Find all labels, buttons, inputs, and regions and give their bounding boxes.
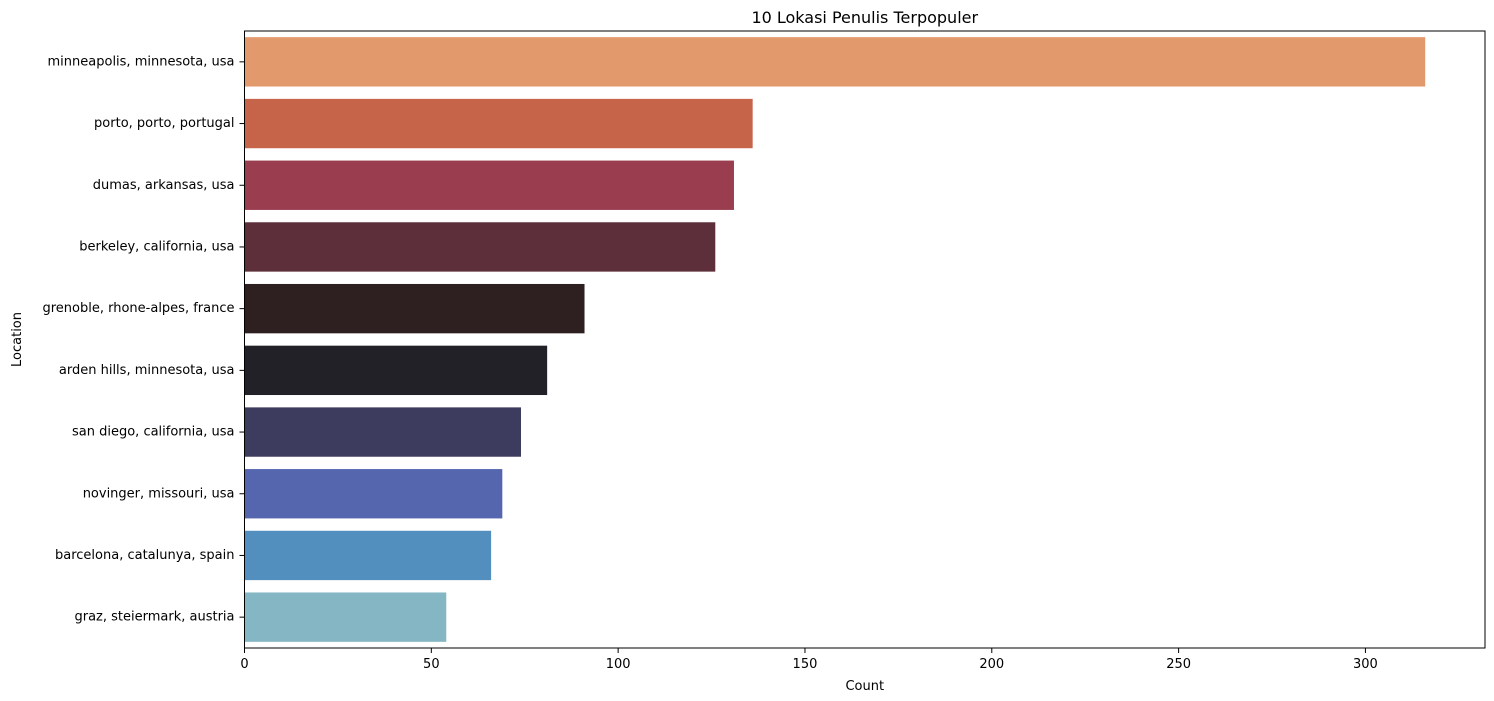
bar bbox=[244, 530, 492, 581]
y-tick-label: san diego, california, usa bbox=[72, 425, 235, 440]
x-tick-label: 100 bbox=[606, 657, 631, 672]
plot-frame bbox=[244, 30, 1486, 649]
y-tick-label: novinger, missouri, usa bbox=[83, 486, 235, 501]
y-tick-label: graz, steiermark, austria bbox=[74, 610, 234, 625]
bar bbox=[244, 222, 716, 272]
bar bbox=[244, 37, 1426, 87]
bar bbox=[244, 469, 503, 519]
x-axis-title: Count bbox=[845, 679, 884, 694]
bar bbox=[244, 592, 447, 642]
y-tick-label: porto, porto, portugal bbox=[94, 116, 234, 131]
x-tick-label: 0 bbox=[240, 657, 248, 672]
x-tick-label: 300 bbox=[1353, 657, 1378, 672]
y-tick-label: barcelona, catalunya, spain bbox=[55, 548, 235, 563]
y-tick-label: berkeley, california, usa bbox=[79, 239, 234, 254]
y-axis-ticks: minneapolis, minnesota, usa porto, porto,… bbox=[42, 54, 245, 625]
x-tick-label: 150 bbox=[793, 657, 818, 672]
bar bbox=[244, 98, 753, 149]
bar bbox=[244, 345, 548, 396]
bar bbox=[244, 283, 585, 334]
bar bbox=[244, 160, 734, 210]
y-axis-title: Location bbox=[10, 312, 25, 367]
bar bbox=[244, 407, 521, 457]
x-tick-label: 250 bbox=[1166, 657, 1191, 672]
x-axis-ticks: 0 50 100 150 200 250 300 bbox=[240, 648, 1378, 672]
y-tick-label: dumas, arkansas, usa bbox=[93, 178, 235, 193]
y-tick-label: grenoble, rhone-alpes, france bbox=[42, 301, 234, 316]
y-tick-label: arden hills, minnesota, usa bbox=[59, 363, 235, 378]
y-tick-label: minneapolis, minnesota, usa bbox=[48, 54, 235, 69]
x-tick-label: 50 bbox=[423, 657, 440, 672]
x-tick-label: 200 bbox=[979, 657, 1004, 672]
chart-title: 10 Lokasi Penulis Terpopuler bbox=[751, 8, 978, 27]
bars-group bbox=[244, 37, 1426, 642]
